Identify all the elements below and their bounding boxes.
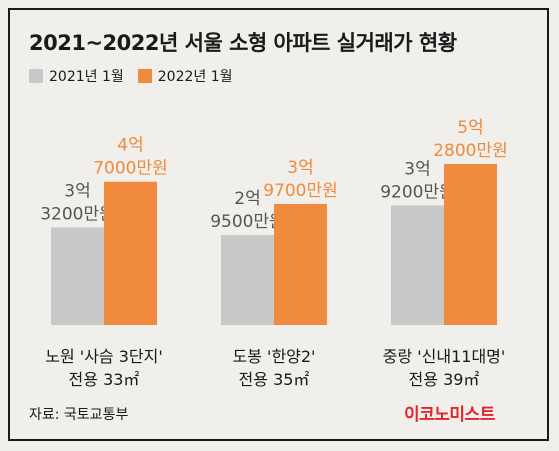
value-label-2021-0-1: 3200만원	[40, 204, 115, 224]
legend-label-2022: 2022년 1월	[157, 69, 233, 85]
value-label-2022-2-0: 5억	[457, 118, 483, 138]
value-label-2022-1-0: 3억	[287, 158, 313, 178]
legend: 2021년 1월 2022년 1월	[29, 66, 247, 86]
bar-2022-2	[444, 164, 497, 325]
category-label-0-0: 노원 '사슴 3단지'	[45, 347, 162, 366]
value-label-2021-2-0: 3억	[404, 159, 430, 179]
legend-swatch-2022	[137, 69, 152, 83]
value-label-2021-1-1: 9500만원	[210, 212, 285, 232]
legend-label-2021: 2021년 1월	[49, 69, 124, 85]
source-note: 자료: 국토교통부	[29, 407, 129, 423]
legend-item-2022: 2022년 1월	[137, 66, 233, 86]
category-label-1-1: 전용 35㎡	[239, 370, 310, 389]
category-label-1-0: 도봉 '한양2'	[233, 347, 316, 366]
value-label-2021-2-1: 9200만원	[380, 182, 455, 202]
bar-2022-1	[274, 203, 327, 325]
legend-item-2021: 2021년 1월	[29, 66, 124, 86]
category-label-2-0: 중랑 '신내11대명'	[383, 347, 506, 366]
bar-2021-0	[51, 227, 104, 325]
value-label-2022-0-0: 4억	[117, 136, 143, 156]
bar-2021-2	[391, 205, 444, 325]
value-label-2022-2-1: 2800만원	[433, 141, 508, 161]
bar-2021-1	[221, 235, 274, 325]
value-label-2021-1-0: 2억	[234, 189, 260, 209]
category-label-0-1: 전용 33㎡	[69, 370, 140, 389]
value-label-2022-0-1: 7000만원	[93, 159, 168, 179]
value-label-2022-1-1: 9700만원	[263, 181, 338, 201]
chart-title: 2021~2022년 서울 소형 아파트 실거래가 현황	[29, 31, 457, 55]
category-label-2-1: 전용 39㎡	[409, 370, 480, 389]
publisher-logo: 이코노미스트	[404, 405, 495, 425]
value-label-2021-0-0: 3억	[64, 181, 90, 201]
legend-swatch-2021	[29, 69, 43, 83]
bar-2022-0	[104, 181, 157, 325]
